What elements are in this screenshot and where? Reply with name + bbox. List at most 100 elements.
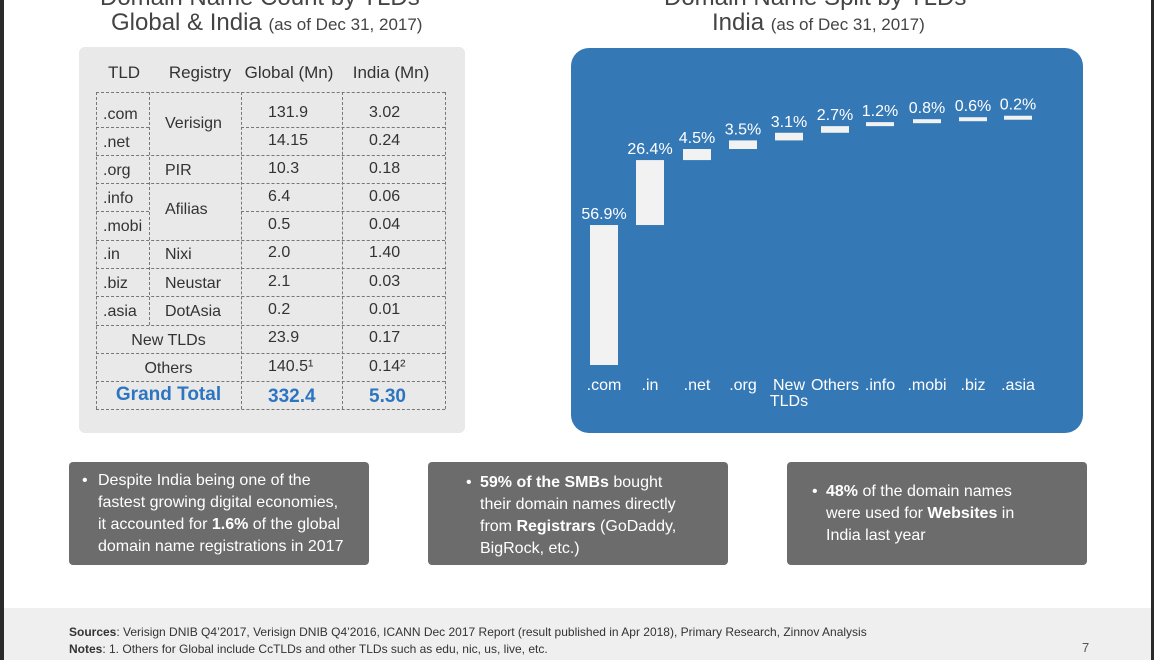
insight-part: domain name registrations in 2017 — [98, 538, 344, 555]
grid-line — [96, 92, 97, 409]
tld-cell: .org — [103, 162, 131, 179]
value-label: 0.6% — [955, 98, 991, 115]
right-title-sub: (as of Dec 31, 2017) — [770, 15, 925, 34]
right-title-cut: Domain Name Split by TLDs — [664, 0, 966, 12]
footer: Sources: Verisign DNIB Q4’2017, Verisign… — [4, 608, 1151, 660]
bar--asia — [1004, 115, 1032, 120]
bar--biz — [959, 117, 987, 122]
category-label: .org — [729, 377, 757, 394]
grid-line — [241, 92, 242, 409]
category-label: Others — [811, 377, 859, 394]
global-cell: 10.3 — [268, 160, 300, 177]
category-label: .net — [684, 377, 711, 394]
tld-cell: .asia — [103, 303, 137, 320]
grid-line — [342, 92, 343, 409]
global-cell: 140.5¹ — [268, 358, 314, 375]
window-frame-left — [0, 0, 4, 660]
sources-label: Sources — [69, 625, 117, 639]
insight-part: in — [997, 505, 1015, 522]
insight-highlight: Websites — [927, 505, 998, 522]
india-cell: 0.24 — [369, 132, 401, 149]
value-label: 0.8% — [909, 100, 945, 117]
value-label: 3.5% — [725, 121, 761, 138]
bar--in — [636, 160, 664, 226]
window-frame-right — [1151, 0, 1154, 660]
value-label: 56.9% — [581, 206, 626, 223]
grid-line — [445, 92, 446, 409]
page-number: 7 — [1082, 640, 1090, 655]
global-cell: 131.9 — [268, 104, 309, 121]
tld-cell: .info — [103, 190, 134, 207]
insight-box-3: • 48% of the domain names were used for … — [787, 462, 1087, 565]
registry-cell: Nixi — [165, 246, 192, 263]
notes-label: Notes — [69, 642, 103, 656]
global-cell: 2.1 — [268, 273, 291, 290]
value-label: 1.2% — [862, 103, 898, 120]
bar--mobi — [913, 119, 941, 124]
registry-cell: Neustar — [165, 275, 222, 292]
value-label: 26.4% — [627, 141, 672, 158]
left-title: Global & India (as of Dec 31, 2017) — [111, 9, 422, 37]
category-label: .in — [642, 377, 659, 394]
grid-line — [96, 92, 445, 93]
global-cell: 0.2 — [268, 301, 291, 318]
category-label: TLDs — [770, 393, 808, 410]
global-cell: 23.9 — [268, 329, 300, 346]
tld-cell: New TLDs — [131, 332, 206, 349]
tld-cell: .biz — [103, 275, 128, 292]
category-label: .biz — [961, 377, 986, 394]
value-label: 3.1% — [771, 114, 807, 131]
notes-line: Notes: 1. Others for Global include CcTL… — [69, 642, 548, 656]
grid-line — [96, 381, 445, 382]
tld-cell: .com — [103, 106, 138, 123]
global-cell: 6.4 — [268, 188, 291, 205]
bar--com — [590, 225, 618, 365]
grid-line — [96, 296, 445, 297]
insight-text-2: 59% of the SMBs bought their domain name… — [480, 472, 676, 560]
india-cell: 0.01 — [369, 301, 401, 318]
grid-line — [241, 211, 445, 212]
global-cell: 14.15 — [268, 132, 309, 149]
category-label: .com — [587, 377, 622, 394]
bar--org — [729, 140, 757, 150]
insight-part: of the domain names — [858, 483, 1012, 500]
india-cell: 0.06 — [369, 188, 401, 205]
header-registry: Registry — [168, 63, 232, 82]
category-label: .info — [865, 377, 895, 394]
right-title-main: India — [712, 9, 765, 36]
value-label: 4.5% — [679, 130, 715, 147]
left-title-main: Global & India — [111, 9, 262, 36]
grid-line — [241, 127, 445, 128]
bar-new-tlds — [775, 132, 803, 141]
tld-cell: .mobi — [103, 218, 143, 235]
grid-line — [96, 325, 445, 326]
insight-part: BigRock, etc.) — [480, 540, 580, 557]
insight-part: fastest growing digital economies, — [98, 494, 339, 511]
bullet-icon: • — [82, 472, 88, 489]
india-cell: 0.18 — [369, 160, 401, 177]
grid-line — [96, 211, 149, 212]
tld-cell: .in — [103, 246, 120, 263]
bullet-icon: • — [466, 474, 472, 491]
insight-part: Despite India being one of the — [98, 472, 311, 489]
notes-text: : 1. Others for Global include CcTLDs an… — [102, 642, 548, 656]
right-title: India (as of Dec 31, 2017) — [712, 9, 925, 37]
grand-total-label: Grand Total — [115, 384, 222, 405]
grid-line — [96, 127, 149, 128]
insight-part: it accounted for — [98, 516, 212, 533]
grand-total-global: 332.4 — [268, 386, 316, 407]
insight-part: bought — [608, 474, 663, 491]
grid-line — [96, 155, 445, 156]
sources-line: Sources: Verisign DNIB Q4’2017, Verisign… — [69, 625, 867, 639]
insight-box-1: • Despite India being one of the fastest… — [69, 462, 369, 565]
domain-split-chart: 56.9% .com 26.4% .in 4.5% .net 3.5% .org 3.1% New… — [571, 48, 1083, 433]
india-cell: 0.04 — [369, 216, 401, 233]
value-label: 2.7% — [817, 107, 853, 124]
insight-part: were used for — [826, 505, 928, 522]
india-cell: 0.03 — [369, 273, 401, 290]
insight-highlight: 48% — [826, 483, 859, 500]
insight-text-1: Despite India being one of the fastest g… — [98, 470, 343, 558]
insight-part: (GoDaddy, — [595, 518, 677, 535]
bar--info — [866, 122, 894, 127]
bullet-icon: • — [812, 483, 818, 500]
